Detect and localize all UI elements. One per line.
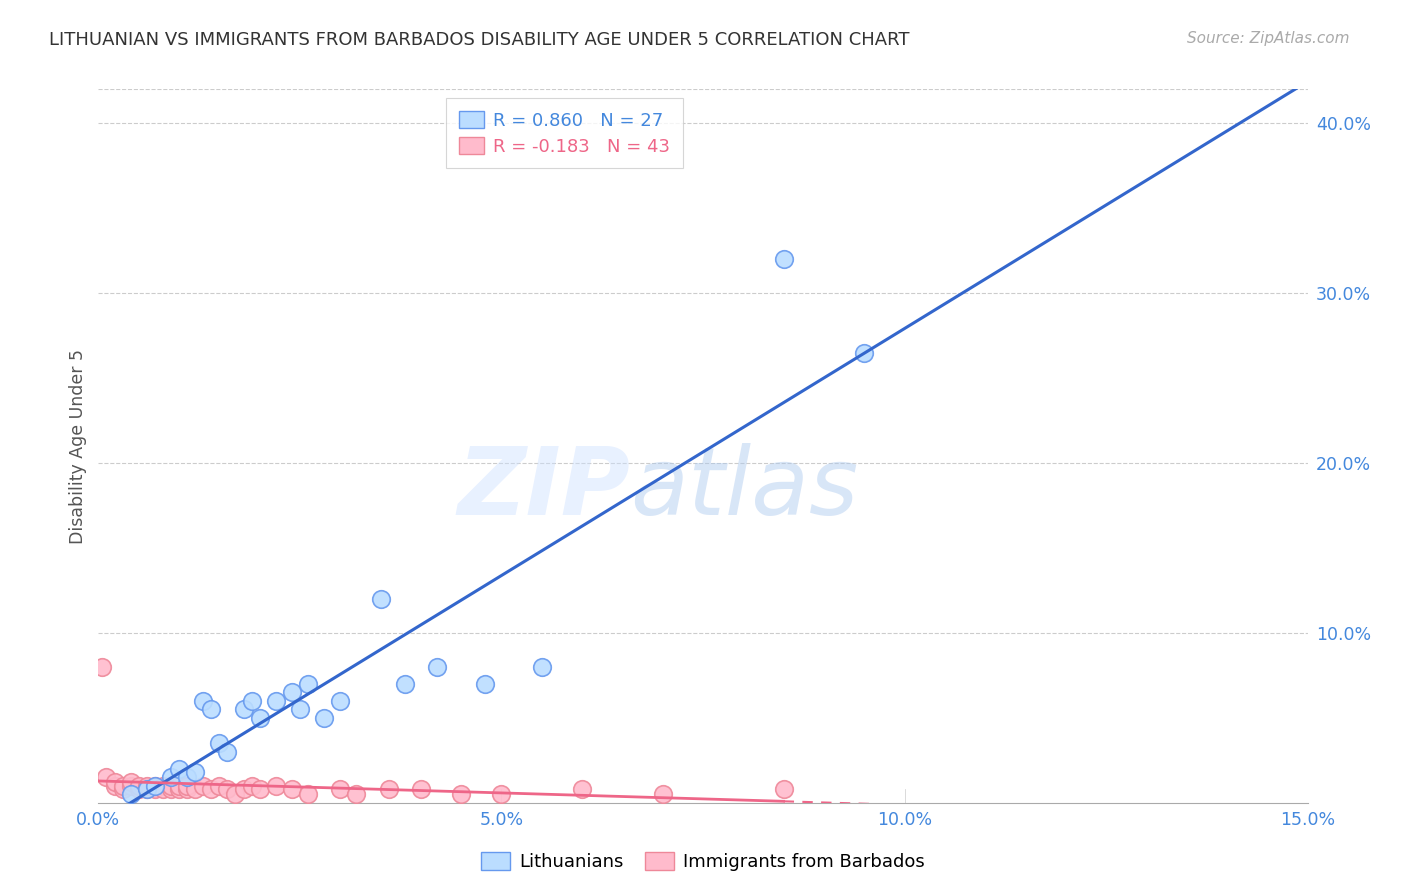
Point xyxy=(853,345,876,359)
Point xyxy=(571,782,593,797)
Legend: Lithuanians, Immigrants from Barbados: Lithuanians, Immigrants from Barbados xyxy=(474,846,932,879)
Point xyxy=(224,787,246,801)
Point xyxy=(200,782,222,797)
Point xyxy=(314,711,336,725)
Point xyxy=(176,779,198,793)
Point xyxy=(160,782,183,797)
Point xyxy=(217,782,239,797)
Point xyxy=(264,779,287,793)
Point xyxy=(409,782,432,797)
Point xyxy=(344,787,367,801)
Point xyxy=(152,782,174,797)
Point xyxy=(200,702,222,716)
Point xyxy=(264,694,287,708)
Point xyxy=(297,787,319,801)
Point xyxy=(450,787,472,801)
Point xyxy=(297,677,319,691)
Point xyxy=(249,782,271,797)
Point xyxy=(152,779,174,793)
Point xyxy=(143,782,166,797)
Point xyxy=(288,702,311,716)
Point xyxy=(530,660,553,674)
Point xyxy=(120,779,142,793)
Text: ZIP: ZIP xyxy=(457,442,630,535)
Point xyxy=(184,765,207,780)
Point xyxy=(160,770,183,784)
Point xyxy=(91,660,114,674)
Y-axis label: Disability Age Under 5: Disability Age Under 5 xyxy=(69,349,87,543)
Point xyxy=(772,252,794,266)
Point xyxy=(167,782,190,797)
Point xyxy=(111,779,134,793)
Point xyxy=(143,779,166,793)
Point xyxy=(103,779,125,793)
Point xyxy=(111,782,134,797)
Point xyxy=(394,677,416,691)
Point xyxy=(240,779,263,793)
Point xyxy=(491,787,513,801)
Point xyxy=(208,779,231,793)
Point xyxy=(167,779,190,793)
Point xyxy=(184,782,207,797)
Point xyxy=(135,782,157,797)
Point xyxy=(474,677,496,691)
Point xyxy=(193,694,215,708)
Point xyxy=(120,775,142,789)
Point xyxy=(281,685,304,699)
Point xyxy=(772,782,794,797)
Point xyxy=(651,787,673,801)
Point xyxy=(96,770,118,784)
Point xyxy=(232,782,254,797)
Point xyxy=(217,745,239,759)
Point xyxy=(370,591,392,606)
Point xyxy=(128,782,150,797)
Point xyxy=(329,694,352,708)
Point xyxy=(135,782,157,797)
Point xyxy=(135,779,157,793)
Point xyxy=(377,782,399,797)
Point xyxy=(329,782,352,797)
Point xyxy=(143,779,166,793)
Point xyxy=(176,770,198,784)
Point xyxy=(120,787,142,801)
Point xyxy=(193,779,215,793)
Point xyxy=(128,779,150,793)
Point xyxy=(232,702,254,716)
Point xyxy=(176,782,198,797)
Point xyxy=(103,775,125,789)
Point xyxy=(160,779,183,793)
Text: atlas: atlas xyxy=(630,443,859,534)
Point xyxy=(249,711,271,725)
Point xyxy=(281,782,304,797)
Point xyxy=(167,762,190,776)
Point xyxy=(240,694,263,708)
Legend: R = 0.860   N = 27, R = -0.183   N = 43: R = 0.860 N = 27, R = -0.183 N = 43 xyxy=(446,98,682,169)
Text: LITHUANIAN VS IMMIGRANTS FROM BARBADOS DISABILITY AGE UNDER 5 CORRELATION CHART: LITHUANIAN VS IMMIGRANTS FROM BARBADOS D… xyxy=(49,31,910,49)
Text: Source: ZipAtlas.com: Source: ZipAtlas.com xyxy=(1187,31,1350,46)
Point xyxy=(208,736,231,750)
Point xyxy=(426,660,449,674)
